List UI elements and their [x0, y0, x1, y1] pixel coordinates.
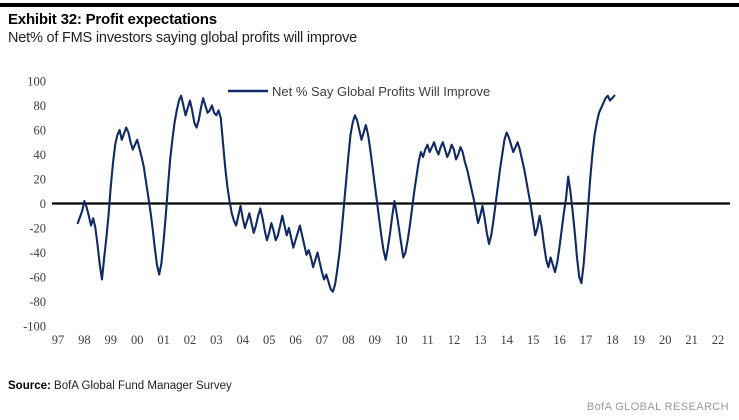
x-tick-label: 10: [395, 333, 408, 347]
y-tick-label: -80: [29, 295, 46, 309]
series-line-net-pct-global-profits: [76, 94, 616, 293]
y-axis-labels: 100 80 60 40 20 0 -20 -40 -60 -80 -100: [23, 75, 46, 334]
x-tick-label: 08: [342, 333, 355, 347]
x-tick-label: 01: [157, 333, 170, 347]
x-tick-label: 14: [501, 333, 514, 347]
x-tick-label: 17: [580, 333, 593, 347]
source-label: Source:: [8, 380, 51, 392]
x-tick-label: 15: [527, 333, 540, 347]
x-tick-label: 21: [685, 333, 698, 347]
page-title: Exhibit 32: Profit expectations: [8, 11, 217, 28]
x-tick-label: 99: [105, 333, 118, 347]
y-tick-label: -100: [23, 320, 46, 334]
x-tick-label: 06: [289, 333, 302, 347]
x-tick-label: 07: [316, 333, 329, 347]
y-tick-label: 0: [40, 197, 46, 211]
y-tick-label: 100: [27, 75, 46, 89]
x-tick-label: 16: [553, 333, 566, 347]
x-tick-label: 20: [659, 333, 672, 347]
y-tick-label: -60: [29, 271, 46, 285]
x-tick-label: 11: [422, 333, 434, 347]
page-subtitle: Net% of FMS investors saying global prof…: [8, 30, 358, 46]
x-tick-label: 05: [263, 333, 276, 347]
x-axis-labels: 97 98 99 00 01 02 03 04 05 06 07 08 09 10 11 12 13 14 15 16…: [52, 333, 725, 347]
source-value: BofA Global Fund Manager Survey: [54, 380, 232, 392]
chart-area: 100 80 60 40 20 0 -20 -40 -60 -80 -100 97 98 99 00 01 0…: [23, 75, 730, 347]
brand-label: BofA GLOBAL RESEARCH: [586, 401, 729, 413]
y-tick-label: 60: [34, 124, 47, 138]
x-tick-label: 00: [131, 333, 144, 347]
x-tick-label: 19: [633, 333, 646, 347]
x-tick-label: 04: [237, 333, 250, 347]
x-tick-label: 03: [210, 333, 223, 347]
x-tick-label: 98: [78, 333, 91, 347]
y-tick-label: 20: [34, 173, 47, 187]
legend-label: Net % Say Global Profits Will Improve: [272, 84, 490, 99]
x-tick-label: 18: [606, 333, 619, 347]
y-tick-label: 40: [34, 148, 47, 162]
y-tick-label: -40: [29, 246, 46, 260]
x-tick-label: 13: [474, 333, 487, 347]
line-chart: 100 80 60 40 20 0 -20 -40 -60 -80 -100 97 98 99 00 01 0…: [23, 75, 730, 347]
x-tick-label: 12: [448, 333, 461, 347]
x-tick-label: 22: [712, 333, 725, 347]
x-tick-label: 97: [52, 333, 65, 347]
source-row: Source: BofA Global Fund Manager Survey: [8, 380, 232, 392]
y-tick-label: -20: [29, 222, 46, 236]
y-tick-label: 80: [34, 99, 47, 113]
x-tick-label: 02: [184, 333, 197, 347]
x-tick-label: 09: [369, 333, 382, 347]
top-rule: [0, 3, 739, 7]
